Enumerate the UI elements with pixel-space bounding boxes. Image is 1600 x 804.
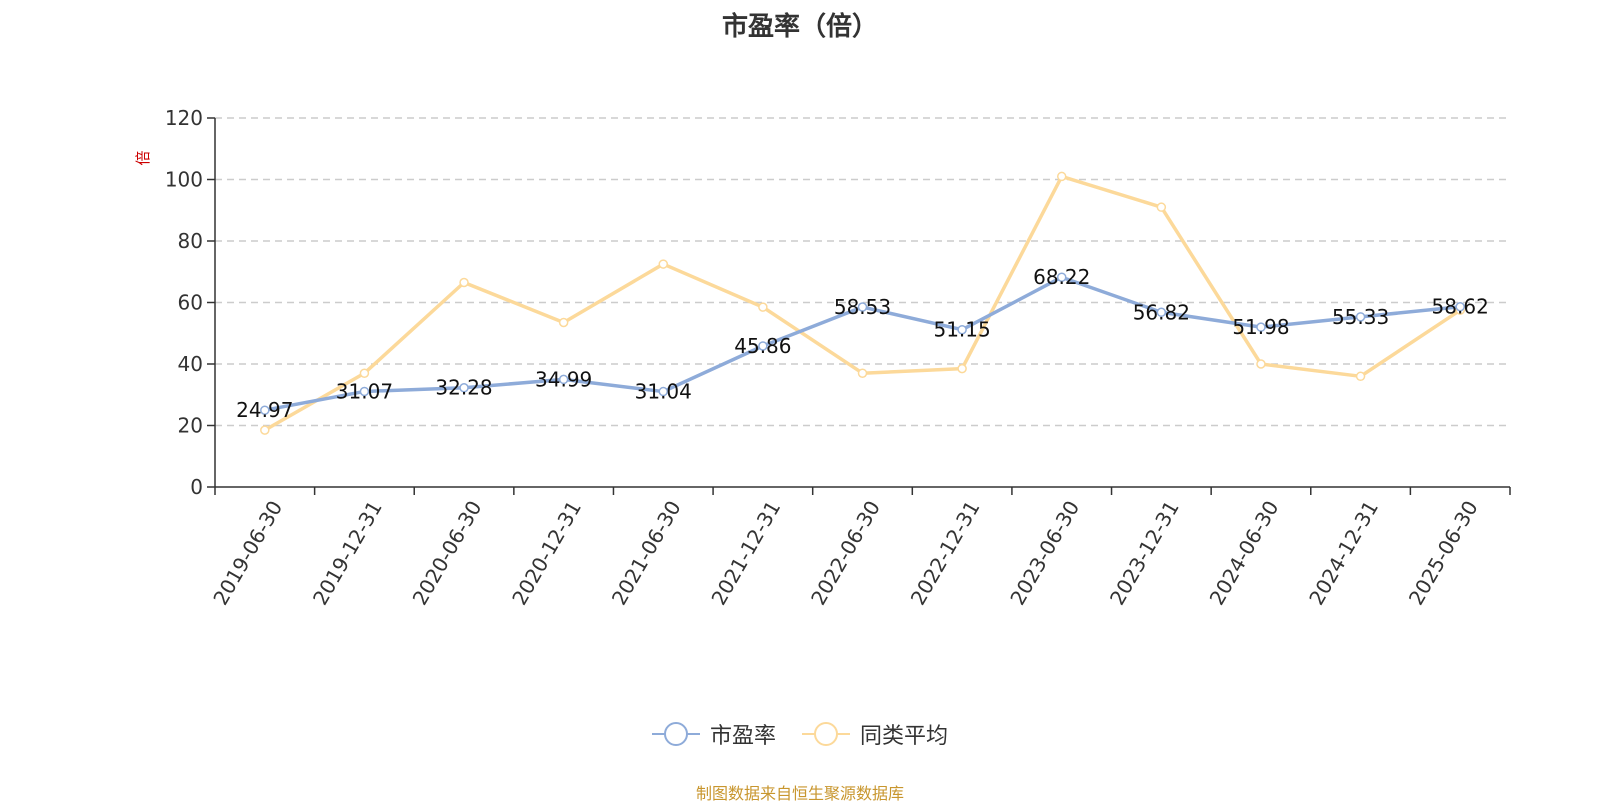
x-tick-label: 2020-06-30 xyxy=(408,497,487,610)
data-point-avg xyxy=(459,277,469,288)
x-tick-label: 2024-06-30 xyxy=(1205,497,1284,610)
data-label-pe: 32.28 xyxy=(435,376,492,400)
x-tick-label: 2020-12-31 xyxy=(507,497,586,610)
data-label-pe: 45.86 xyxy=(734,334,791,358)
grid-lines xyxy=(215,117,1510,427)
data-label-pe: 31.04 xyxy=(635,380,692,404)
legend-marker-pe-icon xyxy=(651,721,700,747)
data-point-pe xyxy=(1455,301,1465,312)
data-label-pe: 55.33 xyxy=(1332,305,1389,329)
data-point-avg xyxy=(658,259,669,269)
legend-item-pe[interactable]: 市盈率 xyxy=(651,718,776,750)
x-tick-label: 2022-06-30 xyxy=(806,497,885,610)
data-label-pe: 58.53 xyxy=(834,295,891,319)
data-point-avg xyxy=(1256,359,1266,369)
data-label-pe: 58.62 xyxy=(1432,295,1489,319)
x-tick-label: 2023-12-31 xyxy=(1105,497,1184,610)
data-point-pe xyxy=(1056,272,1067,282)
data-label-pe: 24.97 xyxy=(236,398,293,422)
data-label-pe: 68.22 xyxy=(1033,265,1090,289)
y-tick-label: 100 xyxy=(165,168,203,192)
data-labels: 24.97 31.07 32.28 34.99 31.04 45.86 58.53 51.15… xyxy=(236,265,1489,422)
data-point-avg xyxy=(758,302,768,312)
chart-title: 市盈率（倍） xyxy=(721,12,878,42)
x-tick-label: 2021-12-31 xyxy=(706,497,785,610)
legend: 市盈率 同类平均 xyxy=(0,718,1600,750)
data-point-pe xyxy=(1355,312,1366,322)
legend-item-avg[interactable]: 同类平均 xyxy=(802,718,948,750)
data-label-pe: 56.82 xyxy=(1133,300,1190,324)
data-point-avg xyxy=(1355,371,1366,382)
data-point-pe xyxy=(558,374,569,385)
x-tick-label: 2019-12-31 xyxy=(308,497,387,610)
data-point-avg xyxy=(260,425,270,435)
y-tick-label: 0 xyxy=(190,475,203,499)
x-tick-label: 2022-12-31 xyxy=(906,497,985,610)
data-point-avg xyxy=(558,317,569,328)
data-label-pe: 34.99 xyxy=(535,367,592,391)
data-point-pe xyxy=(857,302,868,312)
legend-marker-avg-icon xyxy=(802,721,850,747)
data-point-pe xyxy=(658,386,669,397)
data-point-avg xyxy=(957,363,967,374)
x-tick-label: 2024-12-31 xyxy=(1304,497,1383,610)
x-tick-label: 2021-06-30 xyxy=(607,497,686,610)
data-point-avg xyxy=(1056,171,1067,182)
data-point-pe xyxy=(957,324,967,335)
y-tick-label: 40 xyxy=(178,352,203,376)
data-label-pe: 31.07 xyxy=(336,379,393,403)
data-point-pe xyxy=(459,382,469,393)
y-axis-unit-label: 倍 xyxy=(134,150,152,165)
data-point-pe xyxy=(1256,322,1266,332)
x-tick-label: 2023-06-30 xyxy=(1005,497,1084,610)
y-tick-label: 120 xyxy=(165,106,203,130)
y-tick-label: 20 xyxy=(178,414,203,438)
data-label-pe: 51.98 xyxy=(1232,315,1289,339)
data-point-avg xyxy=(1156,202,1167,212)
data-label-pe: 51.15 xyxy=(933,318,990,342)
data-point-pe xyxy=(758,341,768,351)
data-point-pe xyxy=(359,386,370,397)
x-tick-label: 2019-06-30 xyxy=(208,497,287,610)
legend-label-avg: 同类平均 xyxy=(860,724,949,749)
y-tick-label: 60 xyxy=(178,291,203,315)
data-point-avg xyxy=(857,368,868,378)
source-note: 制图数据来自恒生聚源数据库 xyxy=(695,784,904,803)
y-tick-label: 80 xyxy=(178,229,203,253)
series-lines xyxy=(260,171,1465,435)
data-point-pe xyxy=(260,405,270,415)
data-point-pe xyxy=(1156,307,1167,318)
data-point-avg xyxy=(359,368,370,378)
legend-label-pe: 市盈率 xyxy=(709,724,776,749)
x-tick-label: 2025-06-30 xyxy=(1404,497,1483,610)
